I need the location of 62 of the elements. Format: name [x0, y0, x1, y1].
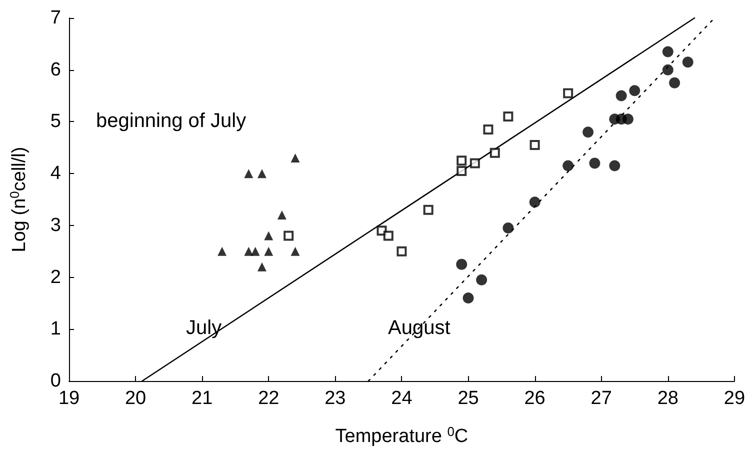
- x-tick-label: 29: [724, 388, 746, 409]
- y-tick-label: 4: [50, 163, 62, 184]
- y-tick-label: 0: [50, 370, 61, 392]
- point: [456, 166, 467, 176]
- y-tick-label: 6: [50, 59, 61, 80]
- point: [383, 230, 394, 241]
- point: [622, 114, 634, 125]
- point: [264, 231, 274, 240]
- y-axis-title: Log (n0cell/l): [7, 146, 30, 252]
- point: [244, 246, 254, 256]
- point: [589, 158, 600, 169]
- point: [662, 46, 674, 58]
- annotation: August: [388, 317, 451, 339]
- point: [456, 156, 467, 166]
- y-tick-label: 1: [50, 318, 61, 340]
- point: [250, 246, 260, 256]
- x-tick-label: 21: [192, 388, 213, 409]
- point: [616, 90, 627, 102]
- point: [470, 158, 480, 168]
- y-tick-label: 5: [50, 111, 61, 132]
- annotation: July: [186, 317, 222, 339]
- point: [284, 230, 294, 241]
- x-tick-label: 26: [524, 388, 546, 409]
- point: [462, 292, 474, 304]
- point: [257, 169, 266, 178]
- point: [662, 64, 674, 76]
- point: [609, 160, 620, 172]
- point: [244, 169, 254, 178]
- point: [682, 56, 694, 68]
- point: [257, 262, 266, 272]
- y-tick-label: 7: [50, 8, 61, 28]
- point: [582, 126, 594, 138]
- point: [562, 160, 574, 172]
- point: [290, 154, 300, 163]
- point: [629, 85, 640, 96]
- point: [502, 222, 514, 234]
- point: [563, 88, 574, 98]
- point: [529, 196, 540, 208]
- point: [277, 210, 286, 220]
- x-tick-label: 25: [458, 388, 479, 409]
- annotation: beginning of July: [96, 110, 246, 132]
- y-tick-label: 2: [50, 266, 61, 288]
- x-tick-label: 22: [258, 388, 280, 409]
- point: [669, 77, 680, 88]
- point: [476, 274, 488, 286]
- y-tick-label: 3: [50, 214, 61, 236]
- point: [530, 140, 540, 150]
- point: [456, 258, 468, 270]
- point: [503, 112, 514, 122]
- x-tick-label: 27: [590, 388, 612, 409]
- point: [218, 246, 227, 256]
- x-tick-label: 28: [657, 388, 678, 409]
- point: [490, 148, 500, 158]
- point: [483, 124, 494, 134]
- point: [423, 204, 434, 215]
- x-tick-label: 24: [391, 388, 413, 409]
- x-tick-label: 20: [124, 388, 146, 409]
- point: [396, 246, 407, 256]
- point: [290, 246, 300, 256]
- x-tick-label: 19: [58, 388, 80, 409]
- point: [264, 246, 274, 256]
- x-tick-label: 23: [324, 388, 346, 409]
